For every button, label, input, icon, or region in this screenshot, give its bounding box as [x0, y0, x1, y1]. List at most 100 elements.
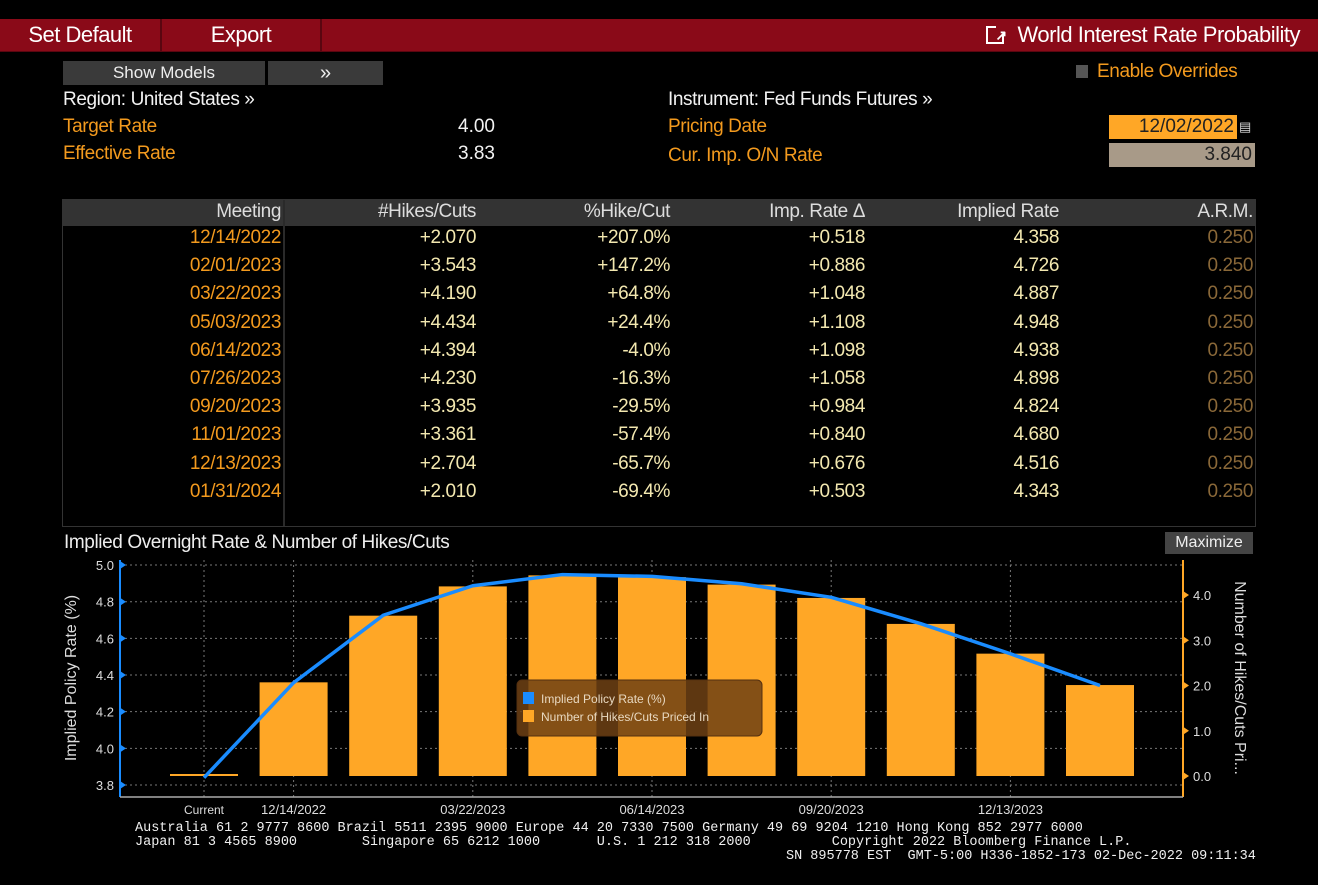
table-cell: +2.704	[419, 452, 477, 474]
table-cell: +0.886	[808, 255, 866, 277]
table-row[interactable]: 07/26/2023 +4.230 -16.3% +1.058 4.898 0.250	[63, 367, 1255, 395]
meetings-table: Meeting #Hikes/Cuts %Hike/Cut Imp. Rate Δ Im…	[62, 199, 1256, 527]
table-row[interactable]: 12/14/2022 +2.070 +207.0% +0.518 4.358 0.250	[63, 226, 1255, 254]
maximize-button[interactable]: Maximize	[1165, 532, 1253, 554]
effective-rate-value: 3.83	[458, 143, 495, 164]
table-cell: +4.434	[419, 311, 477, 333]
set-default-button[interactable]: Set Default	[0, 19, 162, 51]
table-row[interactable]: 02/01/2023 +3.543 +147.2% +0.886 4.726 0.250	[63, 254, 1255, 282]
tick-mark	[120, 634, 126, 643]
table-cell: +1.048	[808, 283, 866, 305]
table-cell: +147.2%	[597, 255, 670, 277]
y-tick-label: 4.8	[96, 595, 114, 610]
column-header[interactable]: %Hike/Cut	[583, 201, 671, 222]
table-cell: 01/31/2024	[189, 480, 281, 502]
table-cell: 0.250	[1207, 368, 1253, 389]
table-cell: 4.824	[1013, 396, 1059, 418]
tick-mark	[1183, 772, 1189, 780]
table-row[interactable]: 09/20/2023 +3.935 -29.5% +0.984 4.824 0.250	[63, 395, 1255, 423]
table-row[interactable]: 11/01/2023 +3.361 -57.4% +0.840 4.680 0.250	[63, 423, 1255, 451]
column-header[interactable]: Imp. Rate Δ	[769, 201, 865, 222]
table-row[interactable]: 03/22/2023 +4.190 +64.8% +1.048 4.887 0.250	[63, 282, 1255, 310]
pricing-date-input[interactable]: 12/02/2022	[1109, 115, 1237, 139]
chart-legend: Implied Policy Rate (%) Number of Hikes/C…	[516, 679, 763, 737]
table-cell: +2.070	[419, 227, 477, 248]
x-tick-label: 06/14/2023	[619, 802, 684, 817]
table-cell: 4.516	[1013, 452, 1059, 474]
table-row[interactable]: 01/31/2024 +2.010 -69.4% +0.503 4.343 0.250	[63, 480, 1255, 508]
pricing-date-label: Pricing Date	[668, 116, 767, 137]
column-header[interactable]: #Hikes/Cuts	[377, 201, 476, 222]
table-cell: 0.250	[1207, 339, 1253, 361]
column-divider	[283, 200, 285, 526]
table-cell: +0.518	[808, 227, 866, 248]
table-cell: +4.394	[419, 339, 477, 361]
export-button[interactable]: Export	[162, 19, 322, 51]
table-cell: 0.250	[1207, 396, 1253, 418]
table-cell: +0.840	[808, 424, 866, 446]
table-cell: +4.230	[419, 368, 477, 389]
external-link-icon	[985, 19, 1007, 51]
table-cell: 0.250	[1207, 480, 1253, 502]
column-header[interactable]: Implied Rate	[957, 201, 1059, 222]
table-cell: -4.0%	[622, 339, 670, 361]
table-row[interactable]: 06/14/2023 +4.394 -4.0% +1.098 4.938 0.250	[63, 339, 1255, 367]
bar	[797, 597, 866, 776]
legend-label: Implied Policy Rate (%)	[541, 692, 666, 706]
table-cell: -69.4%	[612, 480, 670, 502]
table-cell: 4.726	[1013, 255, 1059, 277]
y-tick-label: 4.0	[96, 741, 114, 756]
table-cell: -65.7%	[612, 452, 670, 474]
table-cell: 0.250	[1207, 255, 1253, 277]
target-rate-value: 4.00	[458, 116, 495, 137]
y2-tick-label: 4.0	[1193, 588, 1211, 603]
table-header: Meeting #Hikes/Cuts %Hike/Cut Imp. Rate Δ Im…	[63, 200, 1255, 226]
cur-imp-rate-input[interactable]: 3.840	[1109, 143, 1255, 167]
app-title-text: World Interest Rate Probability	[1017, 22, 1301, 47]
bar	[618, 577, 686, 776]
column-header[interactable]: Meeting	[216, 201, 281, 222]
calendar-icon[interactable]: ▤	[1239, 119, 1252, 134]
table-cell: +4.190	[419, 283, 477, 305]
y2-tick-label: 2.0	[1193, 679, 1211, 694]
tick-mark	[1183, 681, 1189, 690]
instrument-selector[interactable]: Instrument: Fed Funds Futures »	[668, 89, 933, 110]
table-cell: +207.0%	[597, 227, 670, 248]
table-cell: 0.250	[1207, 227, 1253, 248]
tick-mark	[120, 781, 126, 789]
table-cell: 0.250	[1207, 283, 1253, 305]
table-cell: +3.935	[419, 396, 477, 418]
table-cell: 03/22/2023	[189, 283, 281, 305]
effective-rate-label: Effective Rate	[63, 143, 176, 164]
footer-contacts: Australia 61 2 9777 8600 Brazil 5511 239…	[135, 821, 1083, 836]
table-row[interactable]: 12/13/2023 +2.704 -65.7% +0.676 4.516 0.250	[63, 452, 1255, 480]
y-tick-label: 5.0	[96, 558, 114, 573]
y-tick-label: 4.2	[96, 705, 114, 720]
table-cell: -16.3%	[612, 368, 670, 389]
table-cell: 11/01/2023	[191, 424, 281, 446]
region-selector[interactable]: Region: United States »	[63, 89, 255, 110]
legend-swatch	[523, 710, 534, 722]
tick-mark	[120, 671, 126, 680]
enable-overrides-label[interactable]: Enable Overrides	[1097, 61, 1238, 82]
footer-copyright: Japan 81 3 4565 8900 Singapore 65 6212 1…	[135, 835, 1132, 850]
table-cell: +64.8%	[607, 283, 670, 305]
bar	[976, 653, 1045, 776]
table-cell: +3.361	[419, 424, 477, 446]
y2-tick-label: 1.0	[1193, 724, 1211, 739]
enable-overrides-checkbox[interactable]	[1076, 65, 1088, 78]
target-rate-label: Target Rate	[63, 116, 157, 137]
right-axis-label: Number of Hikes/Cuts Pri...	[1231, 581, 1248, 775]
x-tick-label: 09/20/2023	[799, 802, 864, 817]
show-models-button[interactable]: Show Models	[63, 61, 265, 85]
app-title[interactable]: World Interest Rate Probability	[985, 19, 1301, 51]
column-header[interactable]: A.R.M.	[1197, 201, 1253, 222]
table-cell: 0.250	[1207, 452, 1253, 474]
table-cell: 05/03/2023	[189, 311, 281, 333]
tick-mark	[1183, 591, 1189, 599]
table-row[interactable]: 05/03/2023 +4.434 +24.4% +1.108 4.948 0.250	[63, 311, 1255, 339]
table-cell: +0.984	[808, 396, 866, 418]
tick-mark	[120, 597, 126, 606]
expand-models-button[interactable]: »	[268, 61, 383, 85]
table-cell: 07/26/2023	[189, 368, 281, 389]
